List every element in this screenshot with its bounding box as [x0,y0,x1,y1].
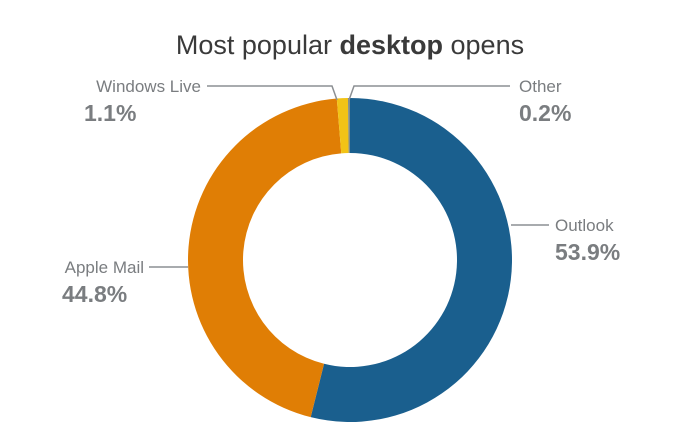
donut-slice-other [347,98,350,154]
leader-line-windows-live [207,85,338,101]
donut-slice-apple-mail [187,98,342,418]
chart-title-prefix: Most popular [175,30,340,60]
slice-value-apple-mail: 44.8% [62,281,127,307]
label-windows-live: Windows Live 1.1% [84,77,338,126]
label-outlook: Outlook 53.9% [511,216,620,265]
chart-title: Most popular desktop opens [0,28,700,62]
label-other: Other 0.2% [348,77,571,126]
slice-label-windows-live: Windows Live [96,77,201,96]
slice-label-apple-mail: Apple Mail [65,258,144,277]
chart-title-suffix: opens [443,30,525,60]
slice-value-other: 0.2% [519,100,571,126]
leader-line-other [348,85,510,101]
slice-value-outlook: 53.9% [555,239,620,265]
slice-label-other: Other [519,77,562,96]
chart-title-emphasis: desktop [339,30,444,60]
donut-slice-outlook [310,98,512,422]
slice-value-windows-live: 1.1% [84,100,136,126]
label-apple-mail: Apple Mail 44.8% [62,258,188,307]
slice-label-outlook: Outlook [555,216,614,235]
donut-slices [187,98,512,422]
donut-slice-windows-live [336,98,349,154]
